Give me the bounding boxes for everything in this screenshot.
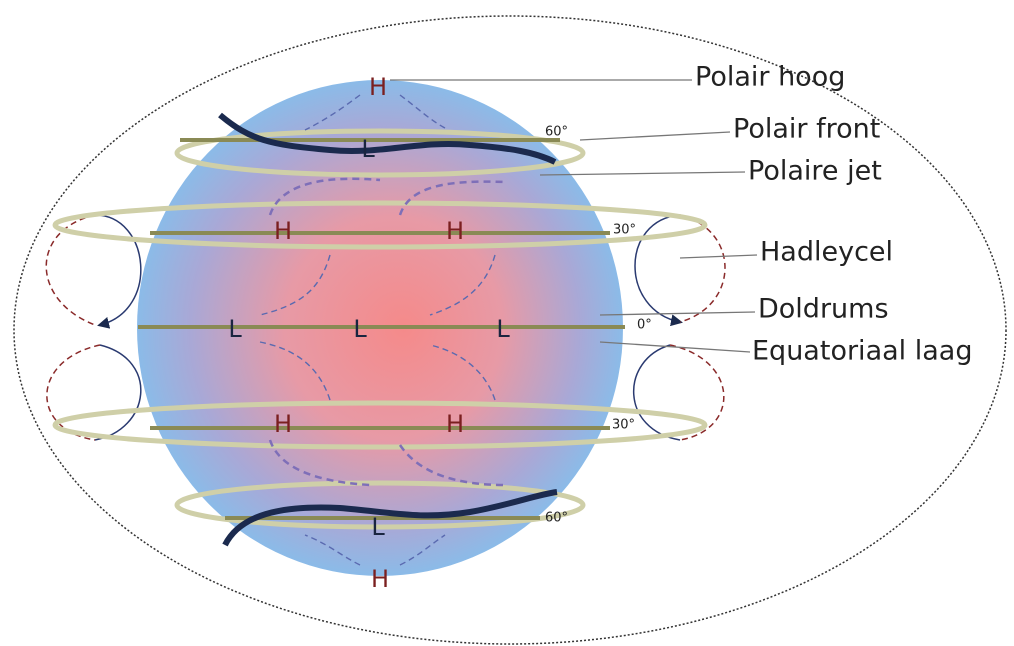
pressure-label: H — [446, 217, 464, 245]
atmosphere-outline — [13, 15, 1007, 645]
pressure-label: L — [371, 513, 385, 541]
pressure-label: H — [274, 410, 292, 438]
latitude-label: 60° — [545, 125, 568, 140]
pressure-label: L — [228, 315, 242, 343]
latitude-label: 30° — [613, 223, 636, 238]
fronts — [218, 112, 558, 547]
latitude-label: 60° — [545, 511, 568, 526]
pressure-label: H — [274, 217, 292, 245]
latitude-label: 30° — [612, 418, 635, 433]
callout-label: Equatoriaal laag — [752, 336, 972, 367]
callout-label: Doldrums — [758, 294, 889, 325]
callout-label: Hadleycel — [760, 237, 893, 268]
pressure-label: H — [446, 410, 464, 438]
pressure-label: L — [496, 315, 510, 343]
wind-arrows — [259, 94, 506, 566]
pressure-label: H — [371, 565, 389, 593]
pressure-label: H — [369, 73, 387, 101]
latitude-rings — [52, 128, 708, 530]
callout-label: Polair hoog — [695, 62, 845, 93]
callout-label: Polair front — [733, 114, 880, 145]
latitude-label: 0° — [637, 318, 652, 333]
pressure-label: L — [353, 315, 367, 343]
leader-lines — [390, 79, 758, 353]
pressure-label: L — [361, 135, 375, 163]
callout-label: Polaire jet — [748, 156, 882, 187]
